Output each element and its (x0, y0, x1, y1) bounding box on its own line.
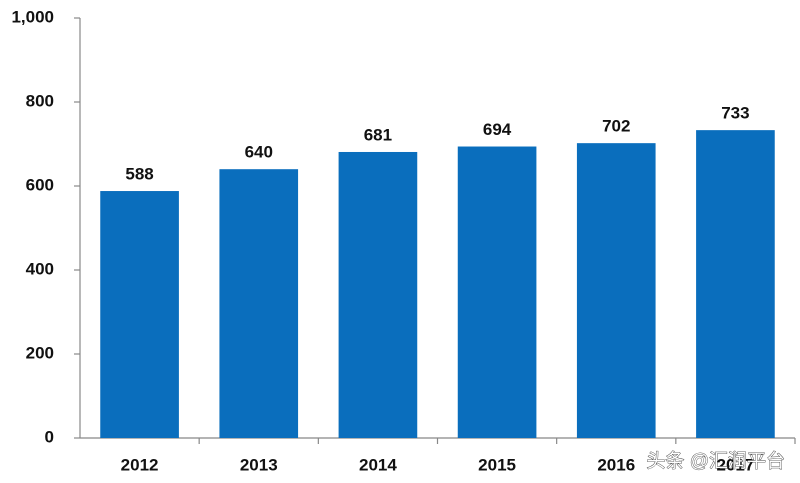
bar (576, 143, 656, 438)
value-label: 640 (245, 143, 273, 162)
x-tick-label: 2012 (121, 455, 159, 474)
x-tick-label: 2013 (240, 455, 278, 474)
y-tick-label: 800 (26, 91, 54, 110)
bar (338, 151, 418, 439)
y-tick-label: 1,000 (11, 7, 54, 26)
x-tick-label: 2015 (478, 455, 516, 474)
x-tick-label: 2017 (717, 455, 755, 474)
value-label: 694 (483, 120, 512, 139)
value-label: 702 (602, 117, 630, 136)
y-tick-label: 200 (26, 343, 54, 362)
x-tick-label: 2014 (359, 455, 397, 474)
bar (696, 130, 775, 438)
bar (457, 146, 537, 438)
watermark: 头条 @汇润平台 (646, 450, 785, 472)
y-tick-label: 600 (26, 175, 54, 194)
bar (100, 191, 179, 438)
bar (219, 169, 299, 438)
value-label: 681 (364, 125, 392, 144)
value-label: 588 (125, 165, 153, 184)
value-label: 733 (721, 104, 749, 123)
x-tick-label: 2016 (597, 455, 635, 474)
y-tick-label: 0 (45, 427, 54, 446)
y-tick-label: 400 (26, 259, 54, 278)
